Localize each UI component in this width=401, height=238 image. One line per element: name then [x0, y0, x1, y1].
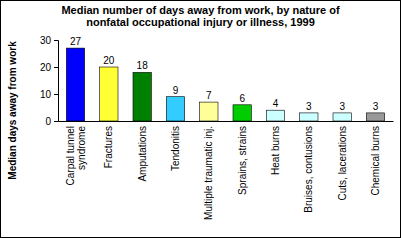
text-line: nonfatal occupational injury or illness,…: [86, 16, 315, 28]
data-label: 7: [206, 90, 212, 101]
text-line: Bruises, contusions: [303, 126, 314, 213]
tick: Sprains, strains: [237, 121, 248, 195]
bar: [66, 48, 84, 121]
data-label: 18: [137, 60, 149, 71]
tick-mark: [54, 121, 58, 122]
text-line: Amputations: [137, 126, 148, 182]
tick: Multiple traumatic inj.: [203, 121, 214, 220]
tick-label: Multiple traumatic inj.: [203, 126, 214, 220]
data-label: 9: [173, 85, 179, 96]
text-line: Multiple traumatic inj.: [203, 126, 214, 220]
x-axis: Carpal tunnelsyndrome Fractures Amputation…: [59, 121, 394, 220]
tick: 0: [45, 116, 58, 127]
tick-label: 0: [45, 116, 51, 127]
tick-label: 30: [40, 35, 52, 46]
axis-line: [54, 41, 59, 122]
tick-label: 10: [40, 89, 52, 100]
tick: Carpal tunnelsyndrome: [65, 121, 87, 185]
tick-label: Carpal tunnelsyndrome: [65, 126, 87, 186]
tick: Chemical burns: [370, 121, 381, 195]
tick: Amputations: [137, 121, 148, 182]
y-axis: 0 10 20 30: [40, 35, 59, 127]
tick: Fractures: [103, 121, 114, 168]
text-line: Fractures: [103, 126, 114, 168]
tick: Bruises, contusions: [303, 121, 314, 213]
tick-mark: [54, 67, 58, 68]
bar: [166, 97, 184, 121]
tick: Heat burns: [270, 121, 281, 175]
y-axis-title: Median days away from work: [7, 41, 18, 180]
tick: Tendonitis: [170, 121, 181, 171]
tick-label: Amputations: [137, 126, 148, 182]
tick: Cuts, lacerations: [337, 121, 348, 200]
text-line: Chemical burns: [370, 126, 381, 195]
data-labels: 27 20 18 9 7 6 4 3 3 3: [70, 36, 379, 112]
title: Median number of days away from work, by…: [61, 4, 339, 28]
tick-label: Tendonitis: [170, 126, 181, 171]
axis-line: [59, 121, 394, 122]
chart: Median number of days away from work, by…: [0, 0, 401, 238]
data-label: 20: [103, 55, 115, 66]
data-label: 3: [339, 101, 345, 112]
tick-label: Cuts, lacerations: [337, 126, 348, 200]
data-label: 6: [239, 93, 245, 104]
tick-label: Sprains, strains: [237, 126, 248, 195]
tick: 20: [40, 62, 58, 73]
bar: [300, 113, 318, 121]
text-line: Tendonitis: [170, 126, 181, 171]
bar: [100, 67, 118, 121]
bars: [66, 48, 384, 121]
tick-label: Chemical burns: [370, 126, 381, 195]
bar: [233, 105, 251, 121]
data-label: 4: [273, 98, 279, 109]
plot: 27201897643330102030Carpal tunnelsyndrom…: [40, 35, 394, 220]
bar: [366, 113, 384, 121]
text-line: Heat burns: [270, 126, 281, 175]
data-label: 3: [306, 101, 312, 112]
bar: [266, 110, 284, 121]
tick-label: Fractures: [103, 126, 114, 168]
tick-label: 20: [40, 62, 52, 73]
tick-mark: [54, 40, 58, 41]
tick-label: Heat burns: [270, 126, 281, 175]
text-line: Sprains, strains: [237, 126, 248, 195]
bar: [333, 113, 351, 121]
background: [1, 1, 401, 238]
text-line: Median number of days away from work, by…: [61, 4, 339, 16]
text-line: syndrome: [76, 126, 87, 170]
bar: [133, 72, 151, 121]
text-line: Cuts, lacerations: [337, 126, 348, 200]
text-line: Carpal tunnel: [65, 126, 76, 185]
tick: 10: [40, 89, 58, 100]
data-label: 27: [70, 36, 82, 47]
tick: 30: [40, 35, 58, 46]
data-label: 3: [373, 101, 379, 112]
tick-mark: [54, 94, 58, 95]
tick-label: Bruises, contusions: [303, 126, 314, 213]
bar: [200, 102, 218, 121]
